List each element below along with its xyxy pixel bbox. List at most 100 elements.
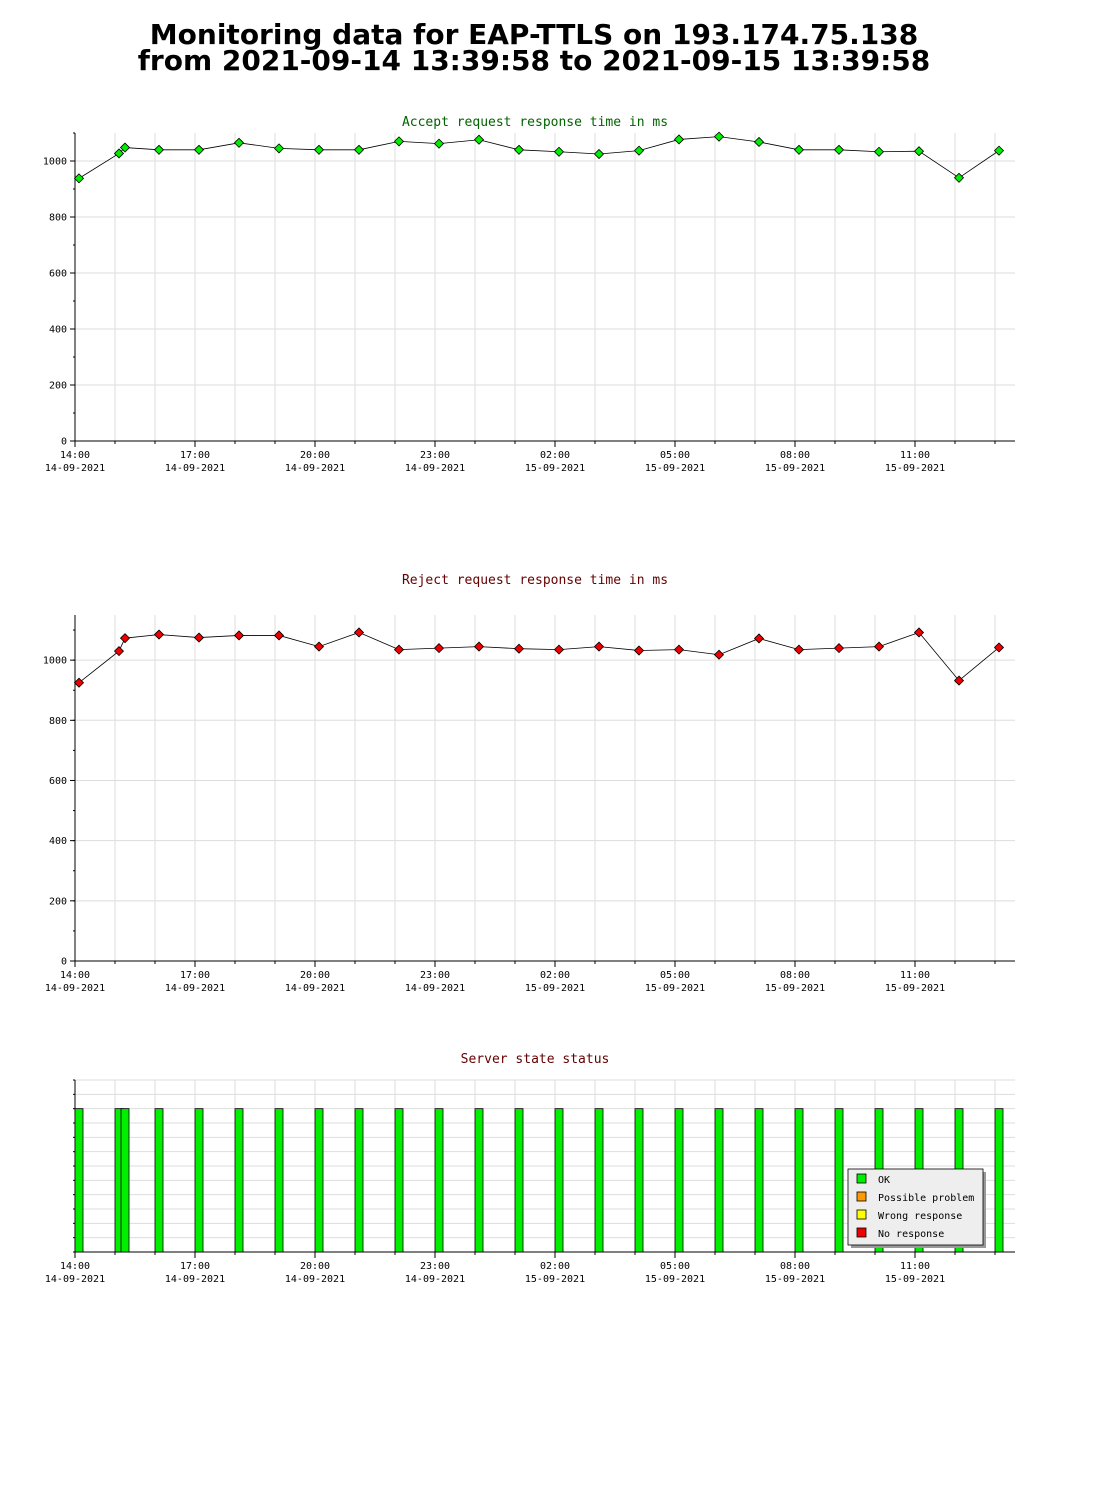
series-line: [78, 631, 1000, 684]
x-tick-label-time: 23:00: [420, 970, 450, 981]
status-bar: [674, 1108, 684, 1253]
legend-swatch: [856, 1191, 867, 1202]
chart-2: Reject request response time in ms 14:00 1…: [43, 573, 1015, 994]
data-point: [119, 142, 131, 153]
status-bar: [234, 1108, 244, 1253]
x-tick-label-date: 15-09-2021: [765, 983, 825, 994]
x-tick-label-time: 17:00: [180, 450, 210, 461]
status-bar: [714, 1108, 724, 1253]
data-point: [153, 144, 165, 155]
x-tick-label-date: 14-09-2021: [405, 463, 465, 474]
x-tick-label-date: 15-09-2021: [525, 463, 585, 474]
data-point: [753, 136, 765, 148]
status-bar: [194, 1108, 204, 1253]
y-tick-label: 800: [49, 716, 67, 727]
page-title: Monitoring data for EAP-TTLS on 193.174.…: [0, 21, 1068, 77]
data-point: [993, 145, 1005, 156]
status-bar: [594, 1108, 604, 1253]
data-point: [513, 643, 525, 654]
data-point: [153, 629, 165, 640]
legend-label: No response: [878, 1229, 944, 1240]
status-bar: [754, 1108, 764, 1253]
y-tick-label: 400: [49, 836, 67, 847]
x-tick-label-date: 14-09-2021: [405, 1274, 465, 1285]
data-point: [873, 641, 885, 652]
x-tick-label-date: 15-09-2021: [765, 463, 825, 474]
x-tick-label-date: 15-09-2021: [525, 983, 585, 994]
x-tick-label-date: 15-09-2021: [645, 463, 705, 474]
data-point: [193, 144, 205, 155]
data-point: [953, 675, 965, 686]
status-bar: [994, 1108, 1004, 1253]
legend-label: Possible problem: [878, 1193, 974, 1204]
x-tick-label-date: 15-09-2021: [525, 1274, 585, 1285]
x-tick-label-date: 15-09-2021: [885, 983, 945, 994]
data-point: [633, 645, 645, 656]
data-point: [673, 134, 685, 145]
legend-swatch: [856, 1173, 867, 1184]
status-bar: [394, 1108, 404, 1253]
status-bar: [434, 1108, 444, 1253]
status-bar: [514, 1108, 524, 1253]
data-point: [433, 138, 445, 149]
data-point: [513, 144, 525, 155]
chart-3: Server state status 14:00 14-09-2021 17:00 1…: [45, 1052, 1015, 1285]
x-tick-label-time: 05:00: [660, 1261, 690, 1272]
status-bar: [314, 1108, 324, 1253]
x-tick-label-time: 08:00: [780, 1261, 810, 1272]
y-tick-label: 200: [49, 381, 67, 392]
x-tick-label-date: 15-09-2021: [765, 1274, 825, 1285]
x-tick-label-time: 05:00: [660, 450, 690, 461]
status-bar: [154, 1108, 164, 1253]
x-tick-label-date: 15-09-2021: [645, 1274, 705, 1285]
legend-swatch: [856, 1209, 867, 1220]
legend-box: [847, 1168, 984, 1246]
status-bar: [554, 1108, 564, 1253]
x-tick-label-date: 14-09-2021: [165, 1274, 225, 1285]
x-tick-label-date: 14-09-2021: [285, 1274, 345, 1285]
x-tick-label-time: 08:00: [780, 450, 810, 461]
data-point: [233, 630, 245, 641]
x-tick-label-date: 14-09-2021: [45, 1274, 105, 1285]
x-tick-label-time: 02:00: [540, 450, 570, 461]
data-point: [833, 144, 845, 155]
data-point: [833, 643, 845, 654]
x-tick-label-time: 20:00: [300, 1261, 330, 1272]
title-line-2: from 2021-09-14 13:39:58 to 2021-09-15 1…: [137, 44, 931, 77]
y-tick-label: 400: [49, 325, 67, 336]
data-point: [473, 134, 485, 145]
data-point: [353, 144, 365, 155]
status-bar: [634, 1108, 644, 1253]
data-point: [913, 146, 925, 157]
x-tick-label-date: 14-09-2021: [285, 983, 345, 994]
x-tick-label-date: 14-09-2021: [165, 983, 225, 994]
y-tick-label: 0: [61, 437, 67, 448]
status-bar: [794, 1108, 804, 1253]
x-tick-label-time: 23:00: [420, 450, 450, 461]
data-point: [793, 144, 805, 155]
data-point: [113, 646, 125, 657]
legend-label: Wrong response: [878, 1211, 962, 1222]
data-point: [313, 144, 325, 155]
data-point: [393, 644, 405, 655]
data-point: [593, 148, 605, 160]
x-tick-label-date: 15-09-2021: [885, 463, 945, 474]
x-tick-label-date: 14-09-2021: [165, 463, 225, 474]
x-tick-label-time: 14:00: [60, 450, 90, 461]
chart-title: Reject request response time in ms: [402, 573, 668, 588]
data-point: [553, 644, 565, 655]
x-tick-label-date: 15-09-2021: [885, 1274, 945, 1285]
x-tick-label-time: 11:00: [900, 450, 930, 461]
data-point: [953, 172, 965, 183]
series-line: [78, 136, 1000, 179]
y-tick-label: 600: [49, 269, 67, 280]
data-point: [473, 641, 485, 652]
x-tick-label-time: 17:00: [180, 970, 210, 981]
data-point: [113, 148, 125, 159]
y-tick-label: 1000: [43, 157, 67, 168]
data-point: [313, 641, 325, 652]
data-point: [713, 131, 725, 142]
chart-title: Accept request response time in ms: [402, 115, 668, 130]
x-tick-label-date: 14-09-2021: [285, 463, 345, 474]
